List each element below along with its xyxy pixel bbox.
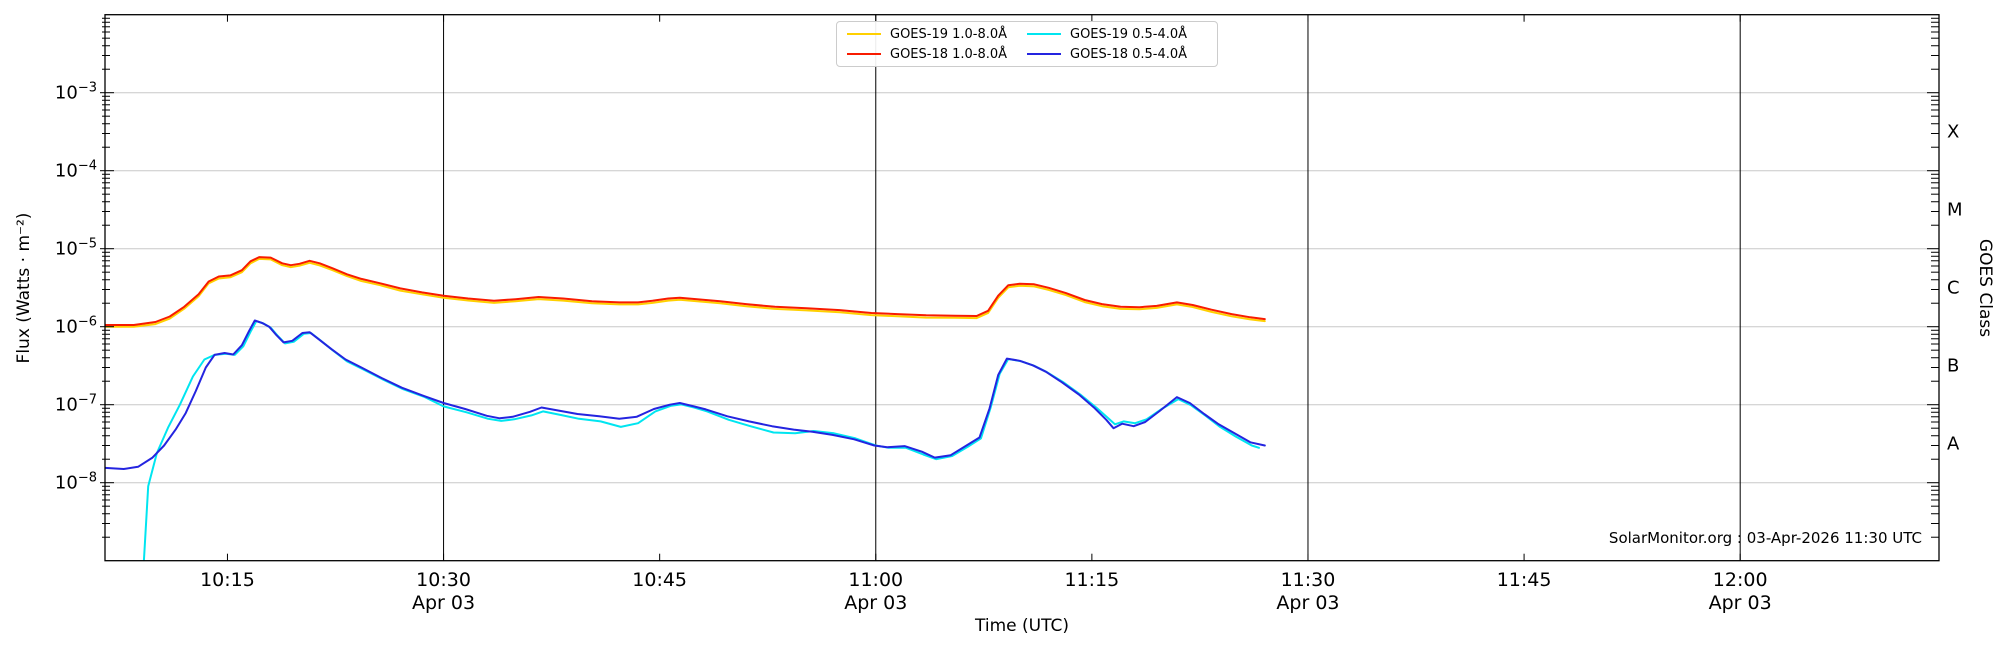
x-tick-label: 11:45 [1496, 569, 1552, 591]
x-tick-label: 10:30 [416, 569, 471, 591]
y-tick-label: 10−6 [54, 314, 97, 338]
y-tick-label: 10−7 [54, 392, 97, 416]
y-axis-label: Flux (Watts · m⁻²) [14, 212, 34, 364]
legend-label: GOES-19 1.0-8.0Å [890, 26, 1008, 42]
x-tick-day-label: Apr 03 [1708, 592, 1772, 614]
legend-label: GOES-18 1.0-8.0Å [890, 46, 1008, 62]
legend-item-goes19-long: GOES-19 1.0-8.0Å [847, 27, 1027, 42]
right-axis-label: GOES Class [1975, 238, 1995, 338]
x-tick-label: 11:15 [1064, 569, 1120, 591]
series-goes18-long [105, 256, 1266, 326]
legend-swatch-goes19-long [847, 33, 881, 35]
time-divider-lines [443, 14, 1741, 561]
legend-label: GOES-18 0.5-4.0Å [1070, 46, 1188, 62]
legend-swatch-goes19-short [1027, 33, 1061, 35]
x-tick-day-label: Apr 03 [412, 592, 476, 614]
y-tick-label: 10−4 [54, 158, 97, 182]
grid-lines [105, 92, 1939, 484]
watermark-text: SolarMonitor.org : 03-Apr-2026 11:30 UTC [1608, 529, 1922, 547]
legend-swatch-goes18-long [847, 53, 881, 55]
legend-item-goes18-long: GOES-18 1.0-8.0Å [847, 47, 1027, 62]
y-tick-label: 10−5 [54, 236, 97, 260]
series-goes19-short [142, 320, 1260, 561]
goes-class-a: A [1947, 433, 1960, 455]
plot-border [104, 14, 1940, 562]
legend-swatch-goes18-short [1027, 53, 1061, 55]
x-tick-label: 11:30 [1280, 569, 1336, 591]
legend-item-goes18-short: GOES-18 0.5-4.0Å [1027, 47, 1207, 62]
goes-class-m: M [1947, 199, 1963, 221]
x-tick-day-label: Apr 03 [1276, 592, 1340, 614]
x-tick-label: 12:00 [1712, 569, 1768, 591]
x-tick-label: 10:15 [200, 569, 255, 591]
x-axis-label: Time (UTC) [975, 616, 1069, 636]
series-lines [105, 256, 1266, 561]
axis-ticks [100, 14, 1939, 561]
series-goes18-short [105, 319, 1266, 470]
y-tick-label: 10−3 [54, 80, 97, 104]
goes-class-b: B [1947, 355, 1960, 377]
legend-item-goes19-short: GOES-19 0.5-4.0Å [1027, 27, 1207, 42]
y-tick-label: 10−8 [54, 470, 97, 494]
goes-class-c: C [1947, 277, 1960, 299]
series-goes19-long [105, 257, 1266, 328]
x-tick-day-label: Apr 03 [844, 592, 908, 614]
x-tick-label: 11:00 [848, 569, 904, 591]
goes-class-x: X [1947, 121, 1960, 143]
legend: GOES-19 1.0-8.0Å GOES-18 1.0-8.0Å GOES-19 … [836, 21, 1218, 67]
x-tick-label: 10:45 [632, 569, 688, 591]
legend-label: GOES-19 0.5-4.0Å [1070, 26, 1188, 42]
